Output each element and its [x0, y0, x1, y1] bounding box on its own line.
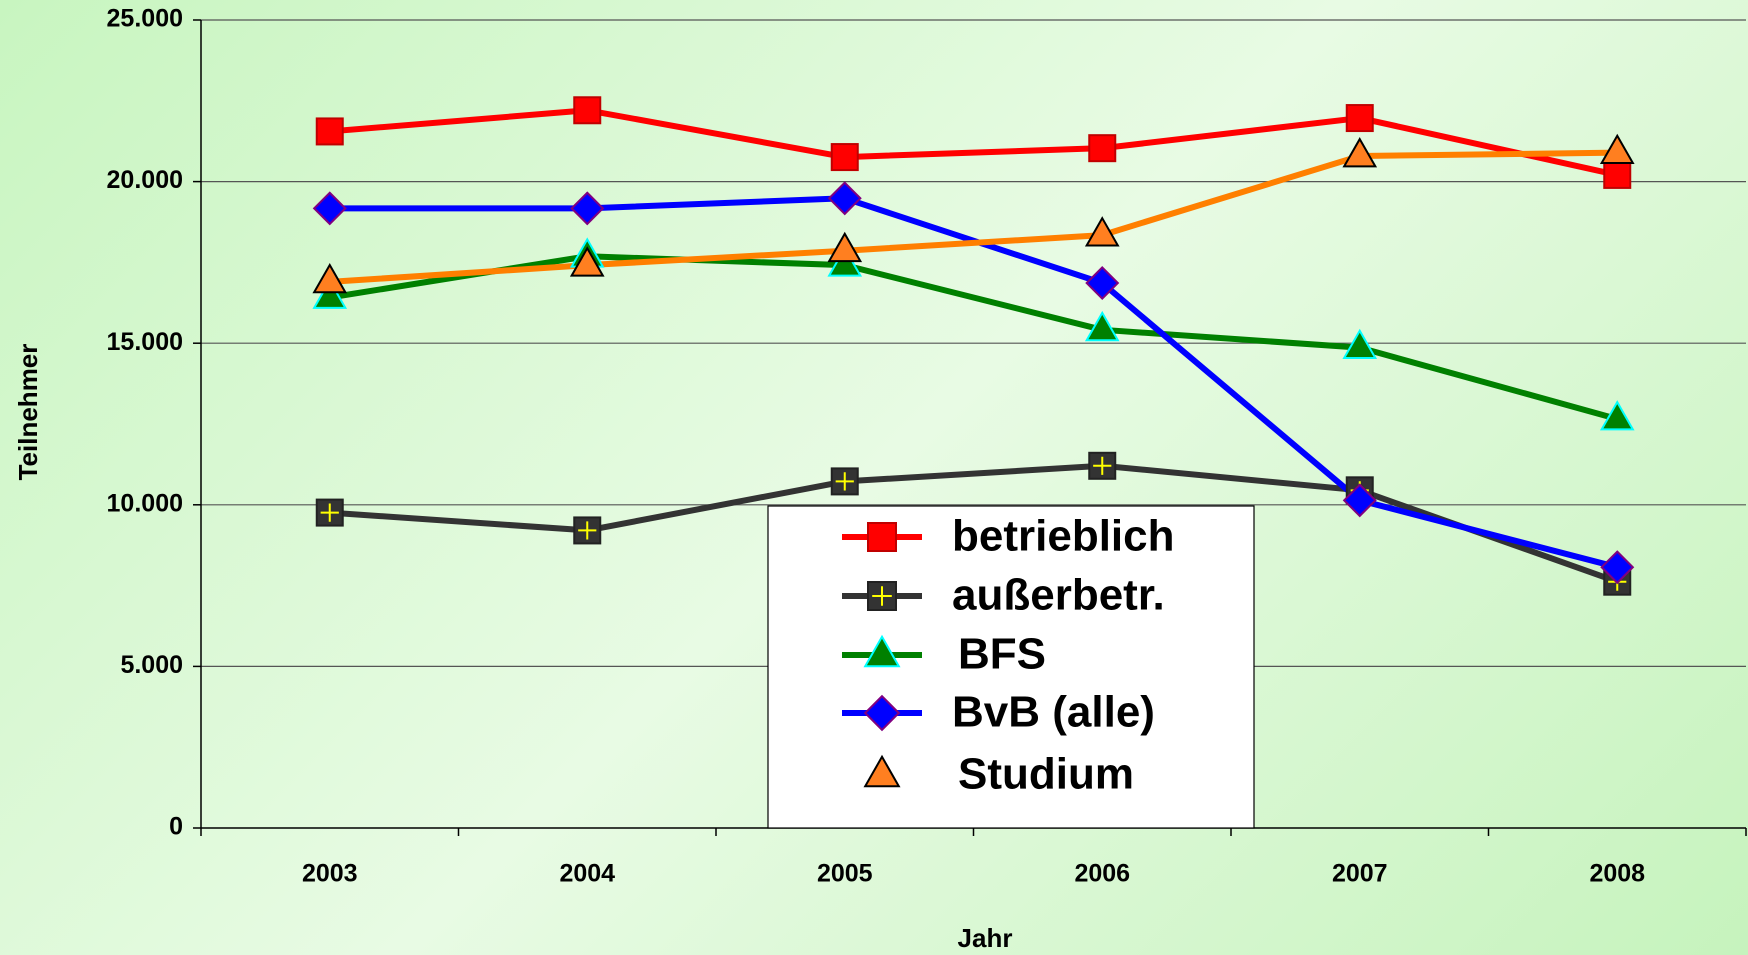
x-tick-label: 2003 [302, 860, 358, 888]
x-tick-label: 2008 [1589, 860, 1645, 888]
x-axis-title: Jahr [958, 923, 1013, 953]
marker-shape [1084, 216, 1120, 247]
marker [867, 581, 897, 611]
marker [315, 117, 344, 146]
legend-label: Studium [958, 750, 1134, 799]
marker-plus [578, 521, 597, 540]
marker [867, 522, 897, 552]
marker-shape [1088, 134, 1117, 163]
marker-shape [1342, 137, 1378, 168]
legend: betrieblich außerbetr. BFS BvB (alle) Studiu… [767, 505, 1255, 829]
marker [863, 694, 901, 732]
marker-shape [827, 231, 863, 263]
marker [1603, 160, 1632, 189]
legend-box [767, 505, 1255, 829]
marker-shape [863, 754, 901, 788]
marker-shape [863, 694, 901, 732]
marker [1342, 483, 1377, 518]
marker [570, 191, 605, 226]
series-line [329, 462, 1619, 585]
marker [569, 246, 605, 277]
x-tick-label: 2007 [1332, 860, 1388, 888]
y-tick-label: 20.000 [107, 166, 183, 194]
series-line [329, 107, 1618, 178]
marker [863, 754, 901, 788]
marker-shape [863, 634, 901, 668]
x-tick-label: 2005 [817, 860, 873, 888]
marker-shape [573, 96, 602, 125]
marker-shape [312, 278, 348, 309]
marker [1600, 550, 1635, 585]
x-tick-label: 2004 [559, 860, 615, 888]
marker-shape [867, 522, 897, 552]
marker-shape [1345, 104, 1374, 133]
marker-shape [830, 143, 859, 172]
marker [1345, 104, 1374, 133]
marker [312, 278, 348, 309]
marker [1599, 400, 1635, 431]
marker-shape [312, 262, 348, 294]
y-axis-title: Teilnehmer [13, 344, 43, 481]
marker-shape [1600, 550, 1635, 585]
marker [863, 634, 901, 668]
marker-shape [827, 181, 862, 216]
marker [1342, 328, 1378, 360]
y-tick-label: 15.000 [107, 328, 183, 356]
marker [312, 191, 347, 226]
marker-shape [1085, 266, 1120, 301]
marker [315, 498, 344, 527]
marker [573, 516, 602, 545]
marker [830, 143, 859, 172]
marker-plus [872, 586, 892, 606]
marker-shape [1342, 328, 1378, 360]
marker-shape [315, 117, 344, 146]
y-tick-label: 0 [169, 813, 183, 841]
marker-shape [1599, 133, 1635, 165]
marker-plus [835, 472, 854, 491]
marker [1084, 310, 1120, 342]
marker [1084, 216, 1120, 247]
legend-label: BvB (alle) [952, 688, 1155, 737]
marker [827, 181, 862, 216]
marker [827, 231, 863, 263]
marker-shape [1084, 310, 1120, 342]
marker [1342, 137, 1378, 168]
series-line [329, 253, 1619, 422]
marker [312, 262, 348, 294]
marker [1085, 266, 1120, 301]
legend-label: BFS [958, 630, 1046, 679]
y-tick-label: 5.000 [120, 651, 183, 679]
y-tick-label: 25.000 [107, 5, 183, 33]
marker-shape [1603, 160, 1632, 189]
marker-plus [1093, 456, 1112, 475]
y-tick-label: 10.000 [107, 489, 183, 517]
marker [1088, 451, 1117, 480]
legend-label: außerbetr. [952, 571, 1165, 620]
legend-label: betrieblich [952, 512, 1175, 561]
marker-shape [312, 191, 347, 226]
marker [1088, 134, 1117, 163]
marker-plus [320, 503, 339, 522]
marker-shape [1599, 400, 1635, 431]
marker-shape [1342, 483, 1377, 518]
marker [573, 96, 602, 125]
marker [830, 467, 859, 496]
x-tick-label: 2006 [1074, 860, 1130, 888]
marker-shape [569, 246, 605, 277]
marker-shape [570, 191, 605, 226]
series-line [329, 149, 1618, 285]
marker [1599, 133, 1635, 165]
